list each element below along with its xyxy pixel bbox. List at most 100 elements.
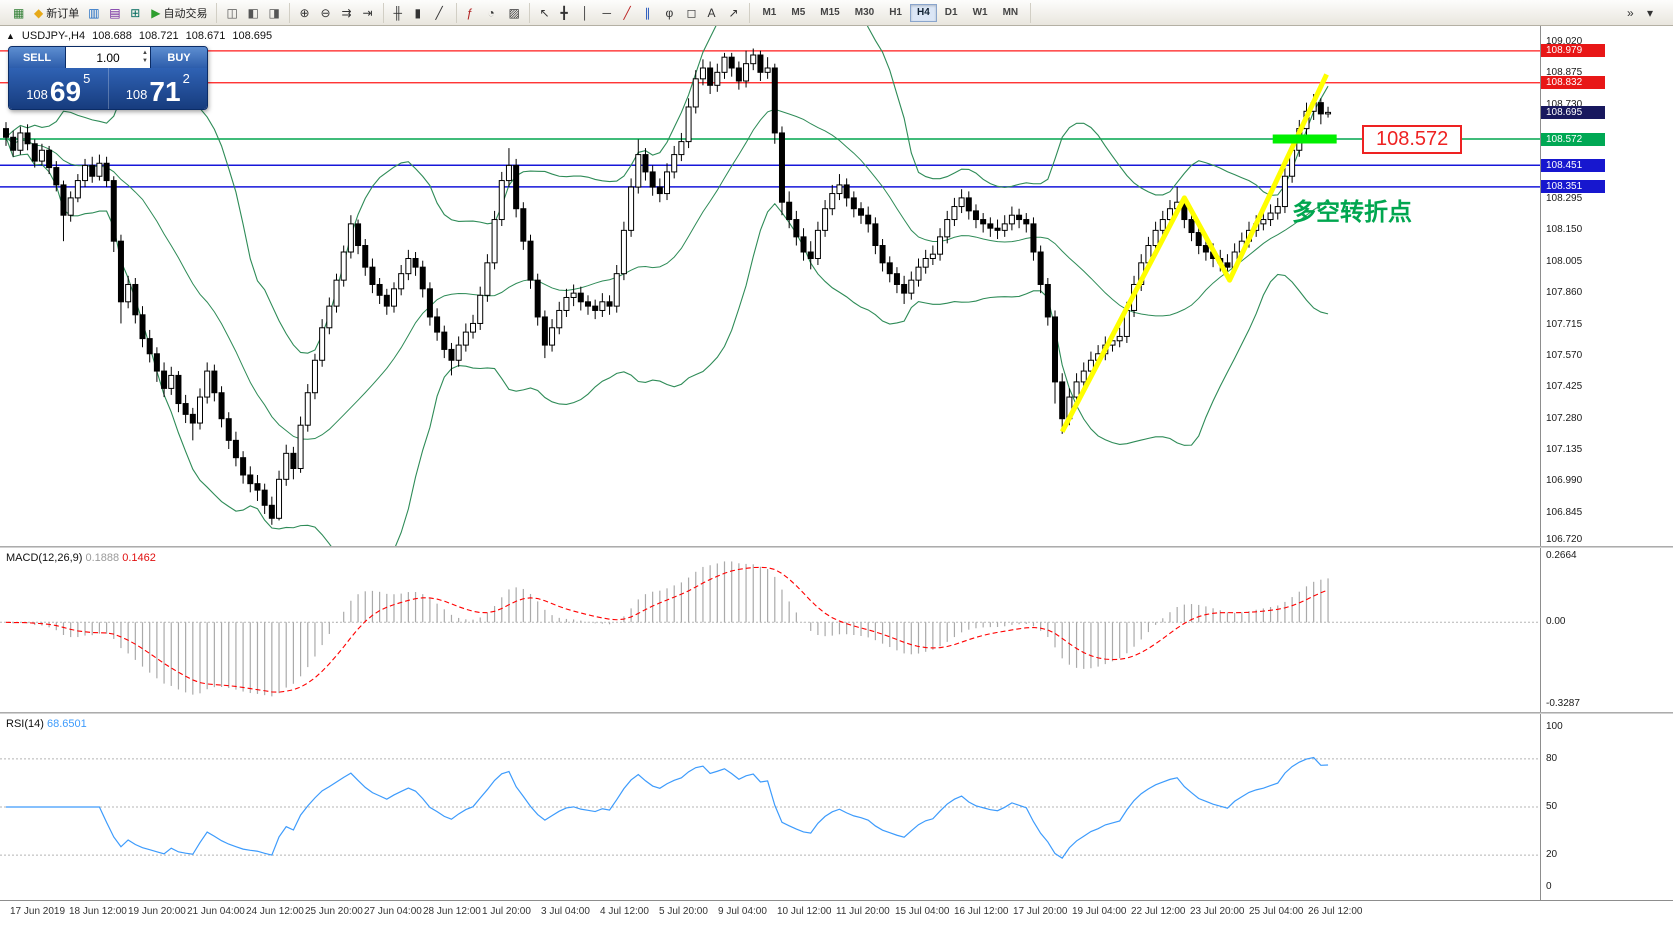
new-order-button[interactable]: ◆ 新订单: [30, 3, 83, 23]
macd-layer: [0, 561, 1540, 697]
timeframe-w1-button[interactable]: W1: [966, 4, 995, 22]
zoom-in-button[interactable]: ⊕: [295, 3, 315, 23]
text-label-icon: A: [707, 5, 716, 20]
zoom-out-button[interactable]: ⊖: [316, 3, 336, 23]
autotrading-button[interactable]: ▶ 自动交易: [147, 3, 211, 23]
autotrading-icon: ▶: [151, 5, 161, 20]
time-axis-label: 22 Jul 12:00: [1131, 906, 1186, 917]
price-tick-label: 0.2664: [1546, 550, 1577, 562]
price-tick-label: 0.00: [1546, 616, 1566, 628]
toolbar-overflow-icon: »: [1627, 5, 1634, 20]
periods-button[interactable]: ◔: [483, 3, 503, 23]
indicators-button[interactable]: ƒ: [462, 3, 482, 23]
fibonacci-button[interactable]: φ: [661, 3, 681, 23]
timeframe-m15-button[interactable]: M15: [813, 4, 846, 22]
toolbar-overflow-button[interactable]: »: [1623, 3, 1643, 23]
time-axis[interactable]: 17 Jun 2019 18 Jun 12:00 19 Jun 20:00 21 Ju…: [0, 900, 1673, 924]
market-watch-button[interactable]: ▥: [84, 3, 104, 23]
line-chart-button[interactable]: ╱: [431, 3, 451, 23]
new-chart-button[interactable]: ▦: [9, 3, 29, 23]
price-tick-label: 107.860: [1546, 287, 1583, 299]
trendline-button[interactable]: ╱: [619, 3, 639, 23]
price-tick-label: 108.150: [1546, 224, 1583, 236]
one-click-toggle[interactable]: ▲: [6, 31, 15, 41]
toolbar-group: ◫ ◧ ◨: [217, 2, 291, 23]
tile-vertical-button[interactable]: ◨: [264, 3, 284, 23]
price-tick-label: 50: [1546, 801, 1558, 812]
cursor-button[interactable]: ↖: [535, 3, 555, 23]
tile-horizontal-button[interactable]: ◧: [243, 3, 263, 23]
shapes-icon: ◻: [686, 5, 697, 20]
crosshair-icon: ╋: [560, 5, 568, 20]
sell-price[interactable]: 108 69 5: [9, 68, 108, 109]
toolbar-customize-button[interactable]: ▾: [1643, 3, 1663, 23]
timeframe-m1-button[interactable]: M1: [755, 4, 783, 22]
time-axis-label: 16 Jul 12:00: [954, 906, 1009, 917]
navigator-button[interactable]: ⊞: [126, 3, 146, 23]
line-chart-icon: ╱: [435, 5, 443, 20]
trendline-icon: ╱: [623, 5, 631, 20]
price-badge: 108.451: [1541, 158, 1605, 172]
text-label-button[interactable]: A: [703, 3, 723, 23]
price-tick-label: 106.720: [1546, 533, 1583, 545]
price-badge: 108.572: [1541, 132, 1605, 146]
timeframe-d1-button[interactable]: D1: [938, 4, 965, 22]
timeframe-h4-button[interactable]: H4: [909, 3, 937, 22]
price-tick-label: -0.3287: [1546, 697, 1580, 709]
price-tick-label: 109.020: [1546, 36, 1583, 48]
vertical-line-button[interactable]: │: [577, 3, 597, 23]
pane-separator[interactable]: [0, 712, 1673, 714]
time-axis-label: 19 Jul 04:00: [1072, 906, 1127, 917]
cascade-windows-button[interactable]: ◫: [222, 3, 242, 23]
volume-stepper[interactable]: ▲ ▼: [142, 49, 148, 65]
turning-point-annotation[interactable]: 多空转折点: [1292, 199, 1412, 226]
buy-price[interactable]: 108 71 2: [107, 68, 208, 109]
trend-annotation-layer[interactable]: [1059, 73, 1337, 433]
autotrading-label: 自动交易: [163, 7, 208, 20]
sell-price-big: 69: [49, 76, 82, 107]
price-axis[interactable]: 109.020 108.875 108.730 108.295 108.150 108.0…: [1540, 26, 1673, 924]
timeframe-h1-button[interactable]: H1: [882, 4, 909, 22]
bar-chart-button[interactable]: ╫: [389, 3, 409, 23]
time-axis-label: 9 Jul 04:00: [718, 906, 767, 917]
time-axis-label: 23 Jul 20:00: [1190, 906, 1245, 917]
timeframe-mn-button[interactable]: MN: [996, 4, 1026, 22]
pane-separator[interactable]: [0, 546, 1673, 548]
crosshair-button[interactable]: ╋: [556, 3, 576, 23]
price-level-label[interactable]: 108.572: [1362, 125, 1463, 154]
channel-button[interactable]: ∥: [640, 3, 660, 23]
auto-scroll-button[interactable]: ⇉: [337, 3, 357, 23]
chart-shift-button[interactable]: ⇥: [358, 3, 378, 23]
data-window-button[interactable]: ▤: [105, 3, 125, 23]
stepper-up-icon[interactable]: ▲: [142, 50, 148, 56]
stepper-down-icon[interactable]: ▼: [142, 58, 148, 64]
chart-shift-icon: ⇥: [362, 5, 373, 20]
templates-button[interactable]: ▨: [504, 3, 524, 23]
ohlc-open: 108.688: [92, 30, 132, 42]
symbol-ohlc-header: ▲ USDJPY-,H4 108.688 108.721 108.671 108…: [6, 30, 272, 42]
channel-icon: ∥: [644, 5, 651, 20]
horizontal-line-button[interactable]: ─: [598, 3, 618, 23]
main-toolbar: ▦ ◆ 新订单 ▥ ▤ ⊞ ▶ 自动交易 ◫ ◧ ◨ ⊕ ⊖ ⇉ ⇥ ╫ ▮ ╱ ƒ ◔ ▨ ↖ ╋ │ ─ ╱ ∥ φ ◻ A ↗ M1 M5…: [0, 0, 1673, 26]
price-tick-label: 0: [1546, 881, 1552, 893]
volume-input[interactable]: 1.00 ▲ ▼: [65, 47, 151, 68]
arrow-objects-button[interactable]: ↗: [724, 3, 744, 23]
price-badge: 108.351: [1541, 180, 1605, 194]
time-axis-label: 18 Jun 12:00: [69, 906, 127, 917]
macd-signal-line: [5, 566, 1329, 693]
price-tick-label: 80: [1546, 752, 1558, 764]
horizontal-line-icon: ─: [602, 5, 611, 20]
cursor-icon: ↖: [539, 5, 550, 20]
buy-button[interactable]: BUY: [151, 47, 207, 68]
fibonacci-icon: φ: [665, 5, 674, 20]
time-axis-label: 27 Jun 04:00: [364, 906, 422, 917]
timeframe-m5-button[interactable]: M5: [784, 4, 812, 22]
shapes-button[interactable]: ◻: [682, 3, 702, 23]
timeframe-m30-button[interactable]: M30: [848, 4, 881, 22]
tile-horizontal-icon: ◧: [247, 5, 259, 20]
sell-button[interactable]: SELL: [9, 47, 65, 68]
symbol-timeframe-label: USDJPY-,H4: [21, 30, 86, 42]
chart-area[interactable]: [0, 26, 1540, 900]
candlestick-chart-button[interactable]: ▮: [410, 3, 430, 23]
